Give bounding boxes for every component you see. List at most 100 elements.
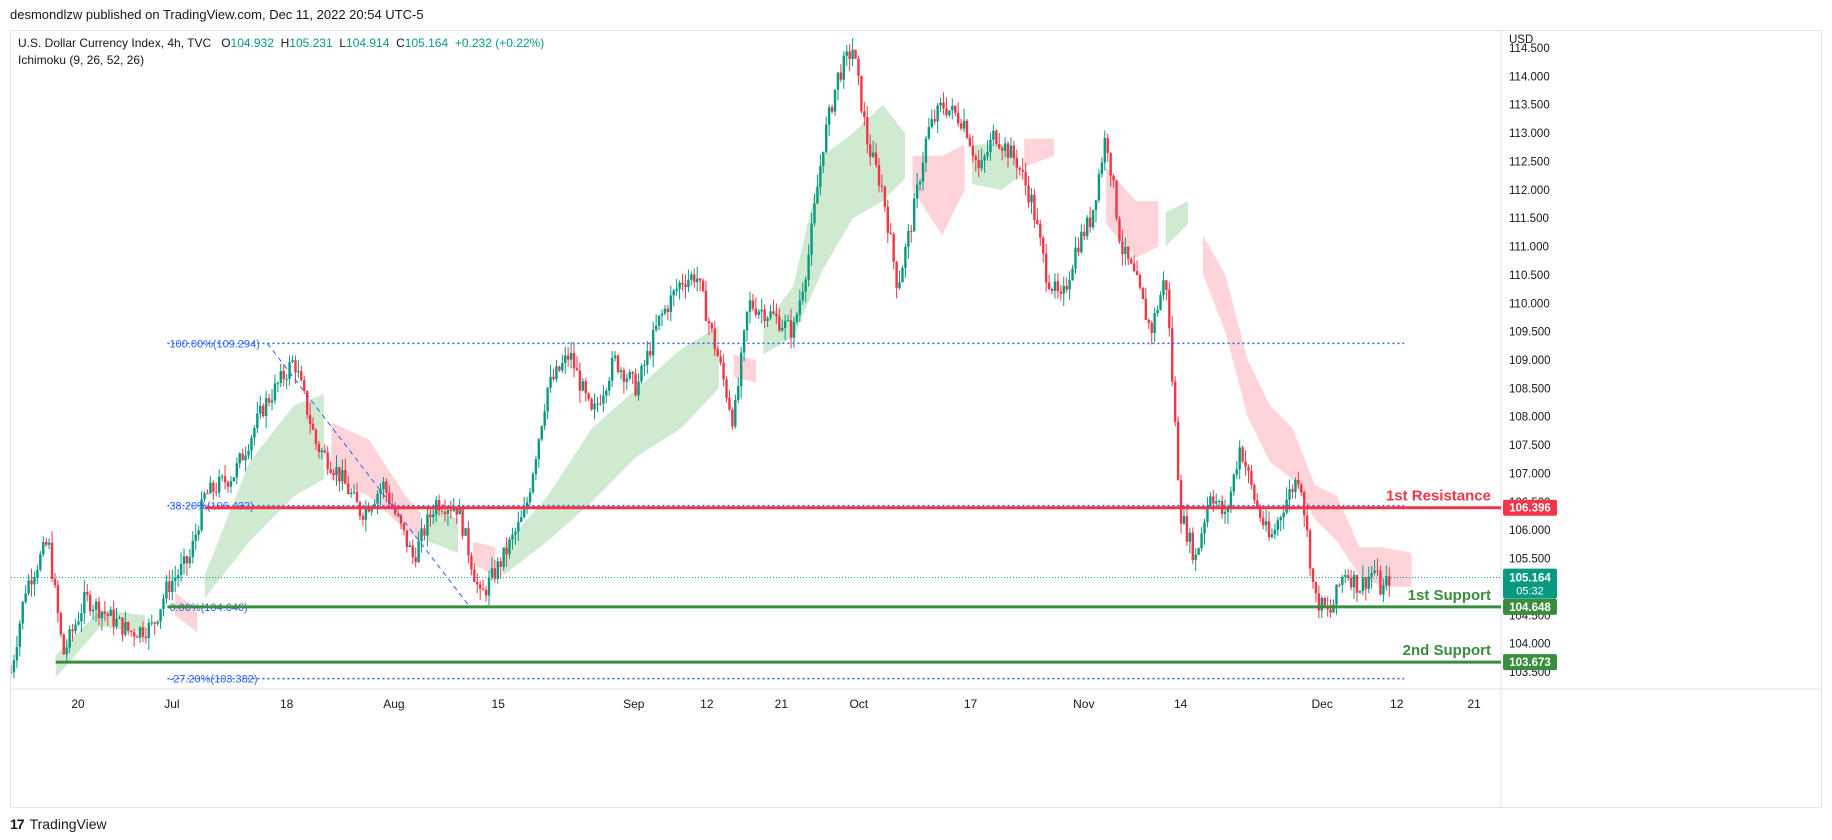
candle-body	[863, 111, 866, 118]
candle-body	[200, 499, 203, 531]
candle-body	[819, 165, 822, 188]
price-tick-label: 110.500	[1509, 270, 1550, 282]
price-tick-label: 113.500	[1509, 100, 1550, 112]
candle-body	[1121, 241, 1124, 255]
candle-body	[766, 317, 769, 322]
candle-body	[1200, 533, 1203, 549]
level-name: 2nd Support	[1403, 642, 1491, 659]
candle-body	[986, 152, 989, 157]
candle-body	[590, 398, 593, 410]
candle-body	[1050, 288, 1054, 291]
candle-body	[616, 355, 620, 372]
candle-body	[223, 476, 227, 483]
candle-body	[1261, 517, 1265, 526]
candle-body	[490, 568, 494, 578]
candle-body	[983, 156, 986, 161]
candle-body	[247, 450, 250, 456]
candle-body	[1388, 576, 1391, 586]
candle-body	[12, 660, 16, 673]
candle-body	[552, 376, 555, 380]
level-name: 1st Resistance	[1386, 488, 1491, 505]
candle-body	[1282, 512, 1285, 518]
candle-body	[695, 278, 699, 283]
price-tick-label: 114.500	[1509, 43, 1550, 55]
candle-body	[1311, 568, 1315, 582]
publish-header: desmondlzw published on TradingView.com,…	[0, 0, 1832, 30]
candle-body	[514, 531, 517, 535]
candle-body	[742, 330, 746, 353]
candle-body	[508, 539, 511, 555]
time-tick-label: 15	[492, 697, 506, 711]
published-text: desmondlzw published on TradingView.com,…	[10, 7, 424, 22]
candle-body	[1165, 280, 1168, 290]
candle-body	[1156, 309, 1159, 314]
price-tick-label: 105.500	[1509, 554, 1551, 566]
candle-body	[816, 187, 819, 204]
candle-body	[112, 609, 115, 627]
candle-body	[1021, 169, 1024, 172]
candle-body	[1138, 275, 1142, 288]
tradingview-logo-icon: 17	[10, 816, 25, 832]
candle-body	[499, 561, 502, 568]
candle-body	[1379, 570, 1382, 595]
candle-body	[1015, 158, 1019, 168]
candle-body	[1150, 322, 1153, 333]
candle-body	[763, 309, 766, 322]
candle-body	[1091, 209, 1095, 228]
candle-body	[854, 49, 857, 59]
candle-body	[300, 371, 303, 381]
candle-body	[898, 282, 901, 288]
price-tick-label: 110.000	[1509, 298, 1550, 310]
candle-body	[1344, 575, 1347, 577]
candle-body	[220, 476, 224, 478]
candle-body	[53, 578, 57, 586]
candle-body	[314, 429, 318, 445]
candle-body	[370, 506, 373, 512]
candle-body	[1323, 597, 1326, 607]
candle-body	[804, 279, 807, 292]
candle-body	[62, 634, 65, 655]
candle-body	[455, 508, 458, 515]
candle-body	[294, 360, 297, 373]
candle-body	[1030, 194, 1033, 203]
candle-body	[121, 617, 124, 635]
candle-body	[1144, 298, 1148, 321]
cloud-segment-bullish	[763, 104, 905, 355]
candle-body	[1024, 171, 1027, 186]
chart-frame[interactable]: 100.00%(109.294)38.20%(106.432)0.00%(104…	[10, 30, 1822, 808]
time-tick-label: 12	[700, 697, 714, 711]
candle-body	[458, 506, 461, 515]
candle-body	[511, 534, 514, 540]
candle-body	[206, 493, 209, 495]
candle-body	[860, 75, 863, 112]
candle-body	[807, 254, 810, 280]
candle-body	[124, 622, 127, 635]
price-chart[interactable]: 100.00%(109.294)38.20%(106.432)0.00%(104…	[11, 31, 1821, 807]
candle-body	[218, 477, 221, 493]
candle-body	[144, 636, 148, 639]
candle-body	[886, 206, 890, 233]
candle-body	[446, 509, 450, 515]
indicator-label[interactable]: Ichimoku (9, 26, 52, 26)	[18, 53, 145, 67]
candle-body	[1358, 591, 1362, 593]
candle-body	[657, 315, 661, 326]
candle-body	[564, 355, 567, 363]
candle-body	[1153, 313, 1156, 333]
candle-body	[748, 300, 752, 312]
time-tick-label: 17	[964, 697, 978, 711]
candle-body	[1124, 246, 1127, 255]
candle-body	[1103, 138, 1107, 163]
candle-body	[1077, 247, 1080, 253]
candle-body	[18, 623, 21, 647]
level-price-badge	[1503, 499, 1557, 516]
candle-body	[710, 323, 714, 329]
close-label: C	[396, 36, 405, 50]
candle-body	[558, 366, 561, 371]
candle-body	[311, 423, 315, 430]
candle-body	[317, 444, 321, 452]
candle-body	[473, 569, 476, 582]
candle-body	[1349, 577, 1353, 588]
candle-body	[1088, 217, 1092, 228]
candle-body	[1127, 246, 1130, 260]
candle-body	[344, 469, 347, 484]
